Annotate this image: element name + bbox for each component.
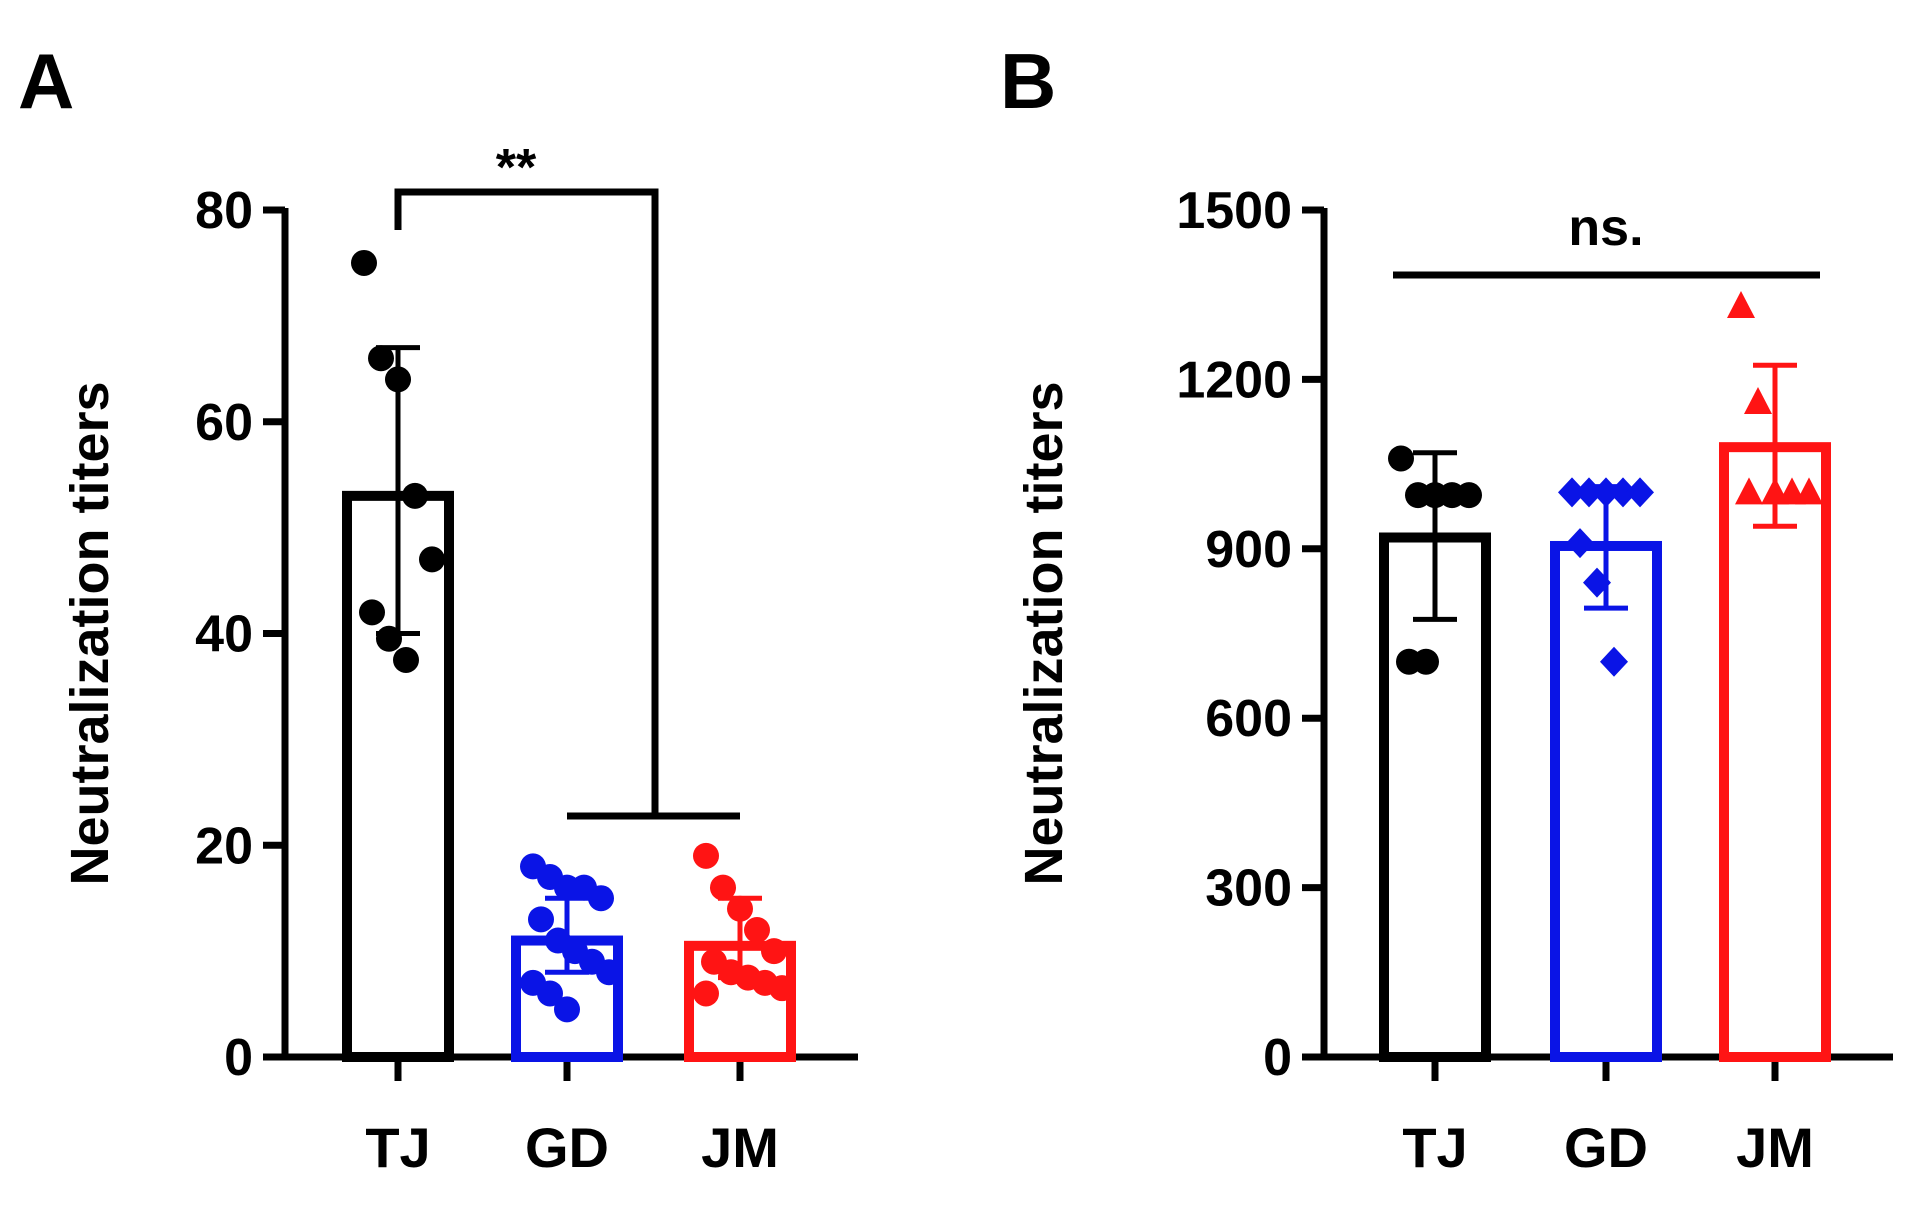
panel-b-chart: 0 300 600 900 1200 1500 Neutralization titers T…	[1014, 182, 1893, 1179]
y-tick-label: 1500	[1176, 182, 1292, 240]
data-point	[1566, 528, 1594, 559]
data-point	[761, 938, 787, 965]
bar-gd	[1550, 540, 1662, 1063]
significance-label: **	[496, 139, 537, 197]
data-point	[1727, 290, 1755, 318]
data-point	[1413, 648, 1439, 675]
y-tick-label: 20	[195, 817, 253, 875]
data-point	[588, 885, 614, 912]
panel-a-chart: 0 20 40 60 80 Neutralization titers TJ GD JM **	[60, 139, 858, 1179]
y-tick-label: 1200	[1176, 351, 1292, 409]
data-point	[402, 482, 428, 509]
x-tick-label-gd: GD	[525, 1116, 609, 1179]
data-point	[537, 980, 563, 1007]
data-point	[359, 599, 385, 626]
data-point	[693, 842, 719, 869]
data-point	[1558, 477, 1586, 508]
y-tick-label: 0	[224, 1029, 253, 1087]
y-tick-label: 300	[1205, 860, 1292, 918]
x-tick-label-jm: JM	[701, 1116, 779, 1179]
x-tick-label-tj: TJ	[365, 1116, 430, 1179]
data-point	[419, 546, 445, 573]
data-point	[1600, 646, 1628, 677]
y-axis-title: Neutralization titers	[60, 381, 120, 885]
x-tick-label-gd: GD	[1564, 1116, 1648, 1179]
data-point	[528, 906, 554, 933]
data-point	[693, 980, 719, 1007]
data-point	[1626, 477, 1654, 508]
y-tick-label: 80	[195, 182, 253, 240]
data-point	[769, 975, 795, 1002]
data-point	[1795, 477, 1823, 505]
bar-jm	[1719, 442, 1831, 1063]
data-point	[1744, 386, 1772, 414]
y-tick-label: 0	[1263, 1029, 1292, 1087]
y-tick-label: 40	[195, 606, 253, 664]
data-point	[1456, 482, 1482, 509]
data-point	[368, 345, 394, 372]
data-point	[744, 916, 770, 943]
y-axis-title: Neutralization titers	[1014, 381, 1074, 885]
data-point	[1735, 477, 1763, 505]
data-point	[1388, 445, 1414, 472]
panel-a-letter: A	[18, 37, 74, 125]
significance-label: ns.	[1568, 199, 1643, 257]
data-point	[393, 646, 419, 673]
data-point	[351, 249, 377, 276]
significance-bracket	[394, 188, 659, 816]
y-tick-label: 600	[1205, 690, 1292, 748]
data-point	[596, 959, 622, 986]
data-point	[710, 874, 736, 901]
y-tick-label: 60	[195, 394, 253, 452]
x-tick-label-jm: JM	[1736, 1116, 1814, 1179]
x-tick-label-tj: TJ	[1402, 1116, 1467, 1179]
y-tick-label: 900	[1205, 521, 1292, 579]
panel-b-letter: B	[1000, 37, 1056, 125]
data-point	[554, 996, 580, 1023]
